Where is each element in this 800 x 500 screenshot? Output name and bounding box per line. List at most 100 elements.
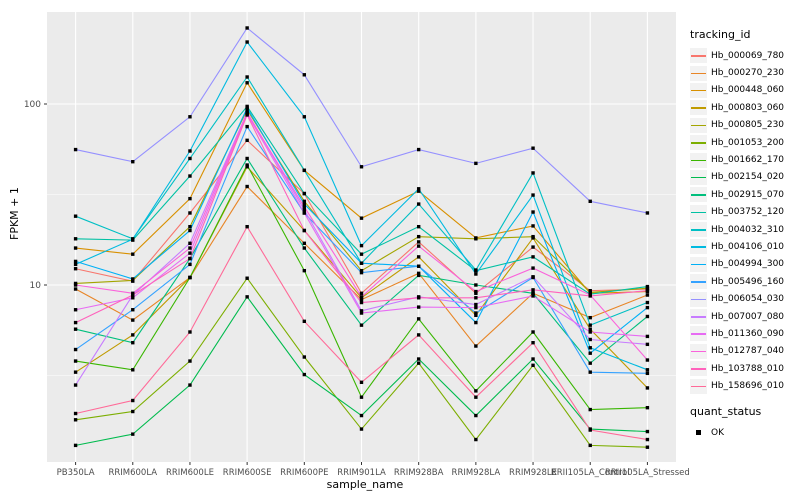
data-point <box>474 289 478 294</box>
data-point <box>245 111 249 115</box>
data-point <box>645 429 650 434</box>
data-point <box>416 147 421 152</box>
legend-line-swatch <box>690 117 707 133</box>
data-point <box>302 241 307 245</box>
data-point <box>131 333 135 337</box>
data-point <box>588 315 592 320</box>
data-point <box>188 246 192 250</box>
data-point <box>73 267 78 271</box>
data-point <box>645 300 650 305</box>
legend-label: Hb_000805_230 <box>711 120 785 131</box>
data-point <box>359 268 364 273</box>
data-point <box>302 372 307 377</box>
x-tick-label: RRIM600PE <box>280 468 328 478</box>
data-point <box>531 288 535 292</box>
legend-entry: Hb_007007_080 <box>690 308 800 325</box>
data-point <box>416 240 421 244</box>
y-tick-label: 100 <box>24 100 41 110</box>
legend-title-tracking-id: tracking_id <box>690 28 751 41</box>
data-point <box>531 363 535 368</box>
data-point <box>359 261 364 265</box>
data-point <box>531 146 535 150</box>
data-point <box>416 234 421 239</box>
data-point <box>531 210 535 214</box>
data-point <box>588 337 592 342</box>
data-point <box>588 346 592 350</box>
data-point <box>416 264 421 268</box>
data-point <box>531 291 535 295</box>
legend-entry: Hb_000069_780 <box>690 47 800 64</box>
data-point <box>531 275 535 279</box>
data-point <box>131 409 135 414</box>
data-point <box>531 193 535 197</box>
legend-label: Hb_000069_780 <box>711 50 785 61</box>
legend-entry-ok: OK <box>690 424 800 441</box>
data-point <box>245 165 249 169</box>
data-point <box>416 357 421 361</box>
data-point <box>588 407 592 412</box>
data-point <box>188 228 192 233</box>
legend-line-swatch <box>690 169 707 185</box>
legend-line-swatch <box>690 378 707 394</box>
data-point <box>416 255 421 259</box>
data-point <box>359 311 364 315</box>
data-point <box>131 432 135 436</box>
x-tick-label: RRII105LA_Stressed <box>605 468 690 478</box>
data-point <box>416 271 421 276</box>
x-axis-title: sample_name <box>326 478 404 491</box>
data-point <box>188 241 192 245</box>
data-point <box>645 386 650 390</box>
data-point <box>245 26 249 30</box>
legend-label: Hb_006054_030 <box>711 294 785 305</box>
data-point <box>588 370 592 374</box>
data-point <box>131 368 135 372</box>
data-point <box>474 395 478 399</box>
data-point <box>302 319 307 324</box>
data-point <box>474 283 478 287</box>
data-point <box>188 156 192 161</box>
legend-entry: Hb_000805_230 <box>690 117 800 134</box>
data-point <box>588 323 592 327</box>
data-point <box>645 314 650 319</box>
data-point <box>359 380 364 385</box>
data-point <box>188 262 192 267</box>
data-point <box>474 344 478 348</box>
legend-entry: Hb_002154_020 <box>690 169 800 186</box>
data-point <box>645 305 650 310</box>
legend-entry: Hb_004032_310 <box>690 221 800 238</box>
data-point <box>359 216 364 220</box>
data-point <box>302 199 307 204</box>
legend-label: Hb_011360_090 <box>711 328 785 339</box>
data-point <box>531 245 535 249</box>
data-point <box>73 287 78 291</box>
legend-label: Hb_004032_310 <box>711 224 785 235</box>
data-point <box>531 234 535 239</box>
data-point <box>645 371 650 376</box>
legend-line-swatch <box>690 48 707 64</box>
x-tick-label: RRIM928BA <box>394 468 444 478</box>
x-tick-label: RRII105LA_Control <box>551 468 630 478</box>
data-point <box>588 199 592 204</box>
data-point <box>245 156 249 161</box>
x-tick-label: RRIM928LE <box>509 468 557 478</box>
data-point <box>531 294 535 298</box>
data-point <box>188 224 192 229</box>
data-point <box>588 361 592 365</box>
data-point <box>416 305 421 309</box>
data-point <box>359 270 364 275</box>
x-tick-label: RRIM901LA <box>337 468 386 478</box>
legend-label: Hb_000448_060 <box>711 85 785 96</box>
legend: tracking_id Hb_000069_780 Hb_000270_230 Hb… <box>690 28 800 441</box>
data-point <box>359 165 364 169</box>
data-point <box>131 252 135 256</box>
data-point <box>73 246 78 250</box>
data-point <box>416 317 421 321</box>
data-point <box>359 309 364 313</box>
data-point <box>131 291 135 295</box>
data-point <box>245 106 249 110</box>
legend-line-swatch <box>690 187 707 203</box>
legend-entry: Hb_006054_030 <box>690 290 800 307</box>
data-point <box>416 187 421 191</box>
data-point <box>359 252 364 256</box>
legend-label: Hb_001053_200 <box>711 137 785 148</box>
